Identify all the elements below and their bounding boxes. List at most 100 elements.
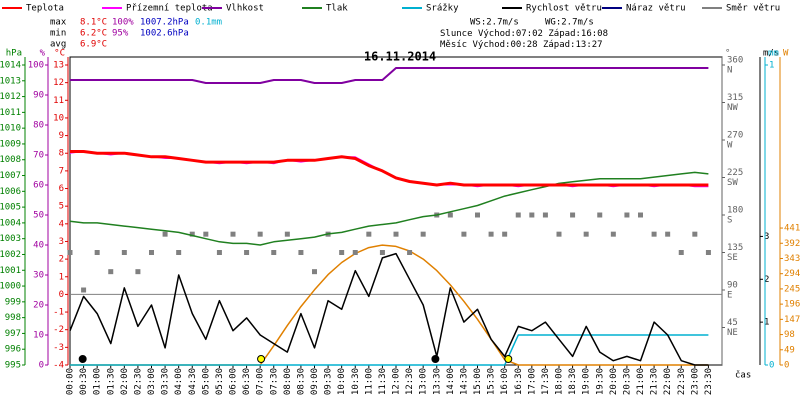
sun-set-marker	[504, 355, 513, 363]
y-tick-label: 80	[33, 121, 44, 131]
y-tick-label: 11	[53, 96, 64, 106]
x-tick-label: 07:30	[269, 368, 279, 395]
y-tick-label: -3	[53, 343, 64, 353]
compass-label: E	[727, 291, 732, 301]
direction-point	[420, 231, 426, 237]
x-tick-label: 11:30	[378, 368, 388, 395]
y-tick-label: 90	[33, 91, 44, 101]
x-tick-label: 15:30	[487, 368, 497, 395]
x-tick-label: 17:00	[527, 368, 537, 395]
direction-point	[475, 212, 480, 218]
compass-label: W	[727, 141, 733, 151]
x-tick-label: 19:30	[595, 368, 605, 395]
y-tick-label: 40	[33, 241, 44, 251]
x-tick-label: 08:30	[296, 368, 306, 395]
y-tick-label: 8	[59, 149, 64, 159]
y-tick-label: 1008	[0, 155, 21, 165]
legend-label: Směr větru	[726, 4, 780, 14]
x-tick-label: 06:00	[229, 368, 239, 395]
direction-point	[624, 212, 630, 218]
y-tick-label: -4	[53, 361, 64, 371]
series-line	[69, 252, 709, 366]
y-tick-label: 1002	[0, 250, 21, 260]
y-tick-label: 30	[33, 271, 44, 281]
legend-label: Tlak	[326, 4, 348, 14]
direction-point	[583, 231, 589, 237]
y-tick-label: 245	[784, 284, 800, 294]
direction-point	[488, 231, 494, 237]
y-tick-label: 1007	[0, 171, 21, 181]
y-tick-label: 1014	[0, 61, 21, 71]
direction-point	[189, 231, 195, 237]
y-tick-label: 1012	[0, 92, 21, 102]
x-tick-label: 13:00	[419, 368, 429, 395]
y-tick-label: 999	[5, 297, 21, 307]
axis-unit: °C	[54, 49, 65, 59]
y-tick-label: 225	[727, 168, 743, 178]
direction-point	[271, 250, 277, 255]
direction-point	[515, 212, 521, 218]
x-tick-label: 22:30	[677, 368, 687, 395]
direction-point	[692, 231, 698, 237]
x-tick-label: 18:30	[568, 368, 578, 395]
y-tick-label: 70	[33, 151, 44, 161]
direction-point	[108, 269, 114, 275]
x-tick-label: 21:00	[636, 368, 646, 395]
y-tick-label: 1	[59, 272, 64, 282]
x-tick-label: 02:30	[133, 368, 143, 395]
direction-point	[529, 212, 535, 218]
direction-point	[461, 231, 467, 237]
y-tick-label: 1004	[0, 218, 21, 228]
y-tick-label: 996	[5, 345, 21, 355]
direction-point	[502, 231, 508, 237]
y-tick-label: 315	[727, 93, 743, 103]
sun-info: Slunce Východ:07:02 Západ:16:08	[440, 29, 608, 39]
x-tick-label: 16:30	[514, 368, 524, 395]
y-tick-label: 2	[59, 255, 64, 265]
direction-point	[298, 250, 304, 255]
legend-label: Srážky	[426, 4, 459, 14]
y-tick-label: 5	[59, 202, 64, 212]
y-tick-label: 0	[59, 290, 64, 300]
series-line	[70, 334, 709, 366]
axis-unit: W	[783, 49, 789, 59]
x-tick-label: 09:00	[310, 368, 320, 395]
direction-point	[81, 287, 87, 293]
x-tick-label: 01:00	[93, 368, 103, 395]
y-tick-label: 2	[764, 275, 769, 285]
y-tick-label: 995	[5, 361, 21, 371]
direction-point	[379, 250, 385, 255]
y-tick-label: 3	[59, 237, 64, 247]
compass-label: SW	[727, 178, 738, 188]
direction-point	[638, 212, 643, 218]
x-tick-label: 00:00	[66, 368, 76, 395]
direction-point	[570, 212, 576, 218]
x-tick-label: 03:00	[147, 368, 157, 395]
axis-unit: %	[40, 49, 46, 59]
x-tick-label: 19:00	[582, 368, 592, 395]
y-tick-label: 100	[28, 61, 44, 71]
direction-point	[67, 250, 73, 255]
stat-rain: 0.1mm	[195, 18, 222, 28]
y-tick-label: 1	[764, 318, 769, 328]
x-tick-label: 20:00	[609, 368, 619, 395]
x-tick-label: 07:00	[256, 368, 266, 395]
legend-label: Přízemní teplota	[126, 4, 213, 14]
x-tick-label: 06:30	[242, 368, 252, 395]
stat-label: min	[50, 29, 66, 39]
y-tick-label: 90	[727, 281, 738, 291]
y-tick-label: 135	[727, 243, 743, 253]
legend-label: Rychlost větru	[526, 4, 602, 14]
y-tick-label: 10	[33, 331, 44, 341]
direction-point	[366, 231, 372, 237]
direction-point	[610, 231, 616, 237]
y-tick-label: 998	[5, 313, 21, 323]
direction-point	[257, 231, 263, 237]
compass-label: NE	[727, 328, 738, 338]
moon-rise-marker	[78, 355, 87, 363]
y-tick-label: 392	[784, 239, 800, 249]
y-tick-label: 4	[59, 219, 64, 229]
stat-label: max	[50, 18, 67, 28]
y-tick-label: 360	[727, 56, 743, 66]
